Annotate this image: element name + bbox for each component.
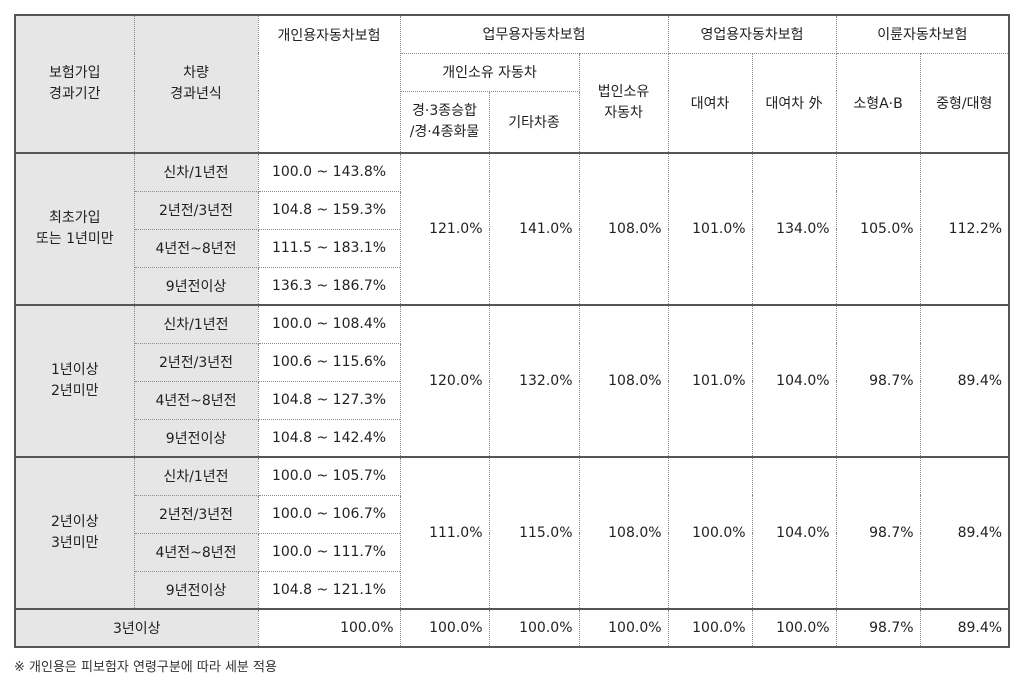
header-two-wheel: 이륜자동차보험 [835, 14, 1011, 54]
rate-mid-large: 112.2% [919, 152, 1011, 306]
header-mid-large: 중형/대형 [919, 52, 1011, 154]
header-personal: 개인용자동차보험 [257, 14, 401, 154]
header-other-vehicles: 기타차종 [488, 90, 580, 154]
header-commercial: 영업용자동차보험 [667, 14, 837, 54]
header-light-mid: 경·3종승합 /경·4종화물 [399, 90, 490, 154]
rate-mid-large: 89.4% [919, 304, 1011, 458]
header-small-ab: 소형A·B [835, 52, 921, 154]
vehicle-age-cell: 4년전~8년전 [133, 532, 259, 572]
header-individual-owned: 개인소유 자동차 [399, 52, 580, 92]
rate-light-mid: 121.0% [399, 152, 490, 306]
personal-rate: 100.0 ~ 106.7% [257, 494, 401, 534]
rate-other: 132.0% [488, 304, 580, 458]
vehicle-age-cell: 2년전/3년전 [133, 190, 259, 230]
footnote: ※ 개인용은 피보험자 연령구분에 따라 세분 적용 [14, 660, 277, 675]
rate-non-rental: 100.0% [751, 608, 837, 648]
personal-rate: 111.5 ~ 183.1% [257, 228, 401, 268]
personal-rate: 104.8 ~ 127.3% [257, 380, 401, 420]
period-label: 2년이상 3년미만 [14, 456, 135, 610]
rate-rental: 100.0% [667, 456, 753, 610]
rate-rental: 100.0% [667, 608, 753, 648]
rate-non-rental: 104.0% [751, 456, 837, 610]
rate-light-mid: 120.0% [399, 304, 490, 458]
insurance-rate-table: 보험가입 경과기간 차량 경과년식 개인용자동차보험 업무용자동차보험 영업용자… [14, 14, 1011, 648]
period-label: 1년이상 2년미만 [14, 304, 135, 458]
personal-rate: 100.6 ~ 115.6% [257, 342, 401, 382]
rate-non-rental: 104.0% [751, 304, 837, 458]
personal-rate: 100.0% [257, 608, 401, 648]
header-corporate: 법인소유 자동차 [578, 52, 669, 154]
rate-corporate: 108.0% [578, 456, 669, 610]
personal-rate: 136.3 ~ 186.7% [257, 266, 401, 306]
rate-corporate: 108.0% [578, 152, 669, 306]
rate-corporate: 100.0% [578, 608, 669, 648]
header-vehicle-age: 차량 경과년식 [133, 14, 259, 154]
rate-corporate: 108.0% [578, 304, 669, 458]
header-rental: 대여차 [667, 52, 753, 154]
rate-non-rental: 134.0% [751, 152, 837, 306]
personal-rate: 104.8 ~ 159.3% [257, 190, 401, 230]
rate-mid-large: 89.4% [919, 456, 1011, 610]
rate-other: 100.0% [488, 608, 580, 648]
header-period: 보험가입 경과기간 [14, 14, 135, 154]
period-label-3yr: 3년이상 [14, 608, 259, 648]
period-label: 최초가입 또는 1년미만 [14, 152, 135, 306]
rate-rental: 101.0% [667, 152, 753, 306]
rate-light-mid: 100.0% [399, 608, 490, 648]
personal-rate: 100.0 ~ 143.8% [257, 152, 401, 192]
rate-mid-large: 89.4% [919, 608, 1011, 648]
personal-rate: 100.0 ~ 111.7% [257, 532, 401, 572]
rate-other: 115.0% [488, 456, 580, 610]
vehicle-age-cell: 신차/1년전 [133, 152, 259, 192]
rate-rental: 101.0% [667, 304, 753, 458]
header-non-rental: 대여차 外 [751, 52, 837, 154]
vehicle-age-cell: 9년전이상 [133, 418, 259, 458]
rate-small-ab: 98.7% [835, 304, 921, 458]
rate-other: 141.0% [488, 152, 580, 306]
vehicle-age-cell: 신차/1년전 [133, 456, 259, 496]
personal-rate: 104.8 ~ 142.4% [257, 418, 401, 458]
personal-rate: 100.0 ~ 108.4% [257, 304, 401, 344]
vehicle-age-cell: 신차/1년전 [133, 304, 259, 344]
rate-small-ab: 105.0% [835, 152, 921, 306]
rate-small-ab: 98.7% [835, 456, 921, 610]
vehicle-age-cell: 4년전~8년전 [133, 228, 259, 268]
rate-small-ab: 98.7% [835, 608, 921, 648]
vehicle-age-cell: 9년전이상 [133, 570, 259, 610]
vehicle-age-cell: 2년전/3년전 [133, 494, 259, 534]
personal-rate: 104.8 ~ 121.1% [257, 570, 401, 610]
rate-light-mid: 111.0% [399, 456, 490, 610]
vehicle-age-cell: 4년전~8년전 [133, 380, 259, 420]
vehicle-age-cell: 9년전이상 [133, 266, 259, 306]
vehicle-age-cell: 2년전/3년전 [133, 342, 259, 382]
header-business: 업무용자동차보험 [399, 14, 669, 54]
personal-rate: 100.0 ~ 105.7% [257, 456, 401, 496]
